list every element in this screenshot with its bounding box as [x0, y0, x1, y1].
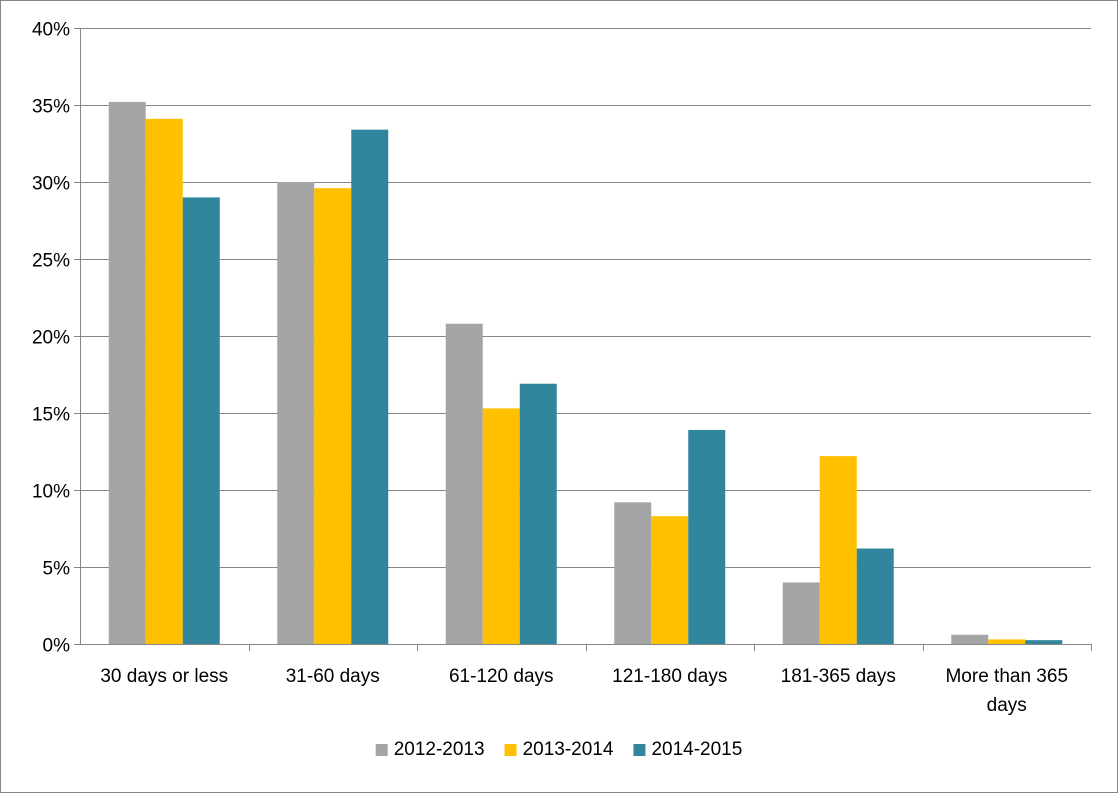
legend-swatch	[633, 744, 646, 756]
y-tick-label: 35%	[32, 97, 70, 118]
bar-2014-2015-181-365-days	[856, 548, 894, 644]
bar-2013-2014-61-120-days	[482, 408, 520, 644]
bar-2014-2015-30-days-or-less	[182, 197, 220, 644]
x-category-labels: 30 days or less 31-60 days 61-120 days 121-…	[100, 666, 1068, 716]
bar-2013-2014-more-than-365-days	[988, 639, 1026, 644]
y-tick-label: 30%	[32, 174, 70, 195]
bar-2012-2013-31-60-days	[277, 182, 315, 644]
y-tick-label: 0%	[43, 636, 71, 657]
bar-2014-2015-more-than-365-days	[1025, 640, 1063, 644]
bars	[108, 101, 1063, 645]
x-category-label: 181-365 days	[781, 666, 896, 687]
legend-label: 2013-2014	[523, 739, 614, 760]
bar-2012-2013-more-than-365-days	[951, 634, 989, 644]
legend-swatch	[504, 744, 517, 756]
bar-2013-2014-181-365-days	[819, 456, 857, 644]
legend-label: 2014-2015	[651, 739, 742, 760]
x-category-label: 31-60 days	[286, 666, 380, 687]
y-tick-label: 10%	[32, 482, 70, 503]
y-tick-label: 5%	[43, 559, 71, 580]
y-tick-label: 25%	[32, 251, 70, 272]
bar-2014-2015-31-60-days	[351, 129, 389, 644]
axes	[74, 28, 1092, 651]
y-tick-label: 40%	[32, 20, 70, 41]
legend-swatch	[375, 744, 388, 756]
x-category-label: 30 days or less	[100, 666, 228, 687]
bar-2012-2013-121-180-days	[614, 502, 652, 644]
bar-2014-2015-61-120-days	[519, 383, 557, 644]
x-category-label: More than 365 days	[945, 666, 1068, 716]
bar-2012-2013-30-days-or-less	[108, 101, 146, 645]
y-tick-labels: 0% 5% 10% 15% 20% 25% 30% 35% 40%	[32, 20, 70, 657]
y-tick-label: 15%	[32, 405, 70, 426]
legend-label: 2012-2013	[394, 739, 485, 760]
gridlines	[80, 28, 1091, 568]
bar-2012-2013-181-365-days	[782, 582, 820, 644]
bar-2013-2014-31-60-days	[314, 188, 352, 644]
y-tick-label: 20%	[32, 328, 70, 349]
x-category-label: 61-120 days	[449, 666, 554, 687]
bar-2013-2014-121-180-days	[651, 516, 689, 644]
x-category-label: 121-180 days	[612, 666, 727, 687]
bar-2012-2013-61-120-days	[445, 323, 483, 644]
bar-2013-2014-30-days-or-less	[145, 118, 183, 645]
bar-2014-2015-121-180-days	[688, 429, 726, 644]
legend: 2012-2013 2013-2014 2014-2015	[375, 739, 742, 760]
